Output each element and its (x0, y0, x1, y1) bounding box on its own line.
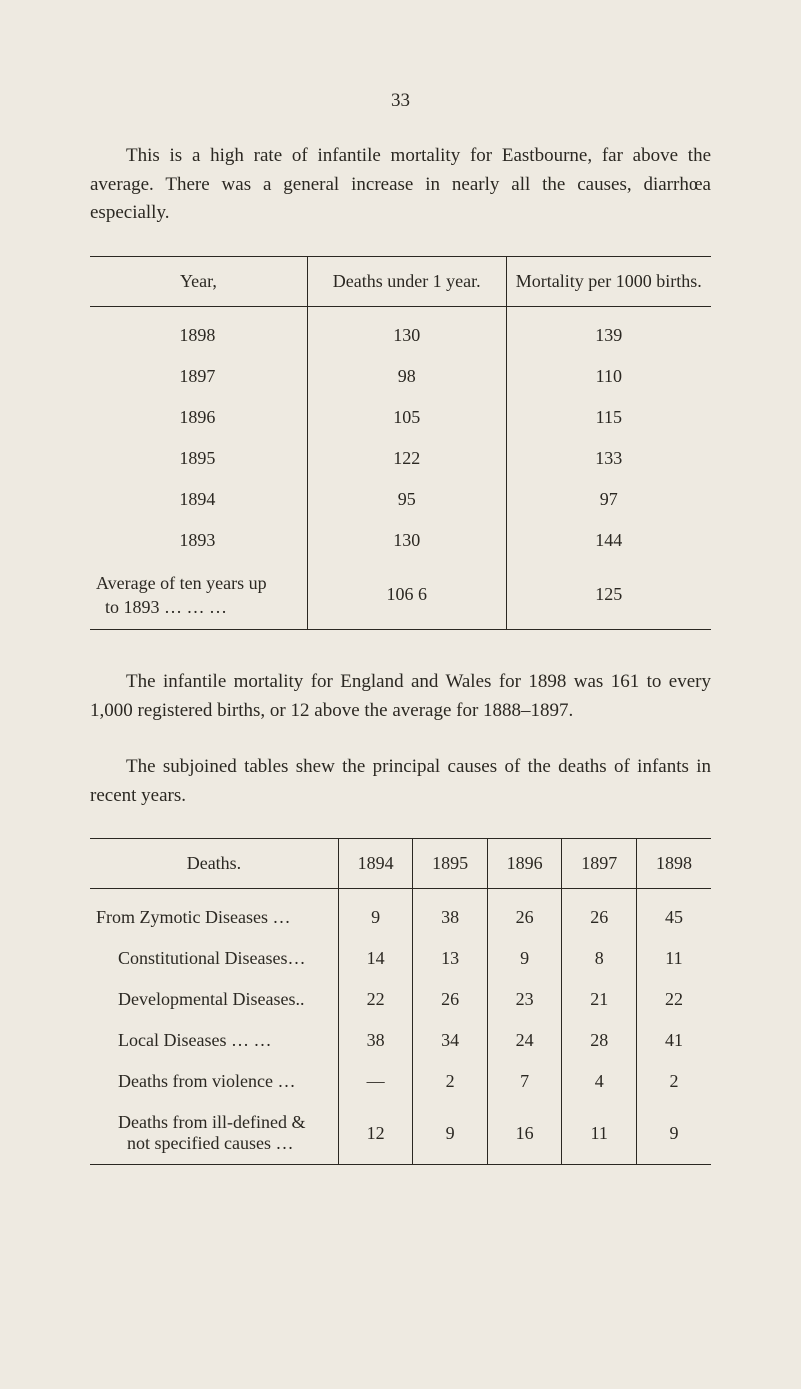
cell-value: 12 (338, 1102, 413, 1165)
table-row: 18949597 (90, 479, 711, 520)
cell-deaths: 130 (307, 520, 506, 561)
cell-value: 41 (636, 1020, 711, 1061)
table-row: Local Diseases … …3834242841 (90, 1020, 711, 1061)
cell-year: 1897 (90, 356, 307, 397)
cell-deaths: 130 (307, 306, 506, 356)
cell-value: 9 (413, 1102, 488, 1165)
cell-value: 21 (562, 979, 637, 1020)
cell-year: 1893 (90, 520, 307, 561)
cell-value: 16 (487, 1102, 562, 1165)
t1-h-year: Year, (90, 256, 307, 306)
cell-deaths: 95 (307, 479, 506, 520)
cell-year: 1896 (90, 397, 307, 438)
t2-header-1: 1894 (338, 839, 413, 889)
cell-mortality: 144 (506, 520, 711, 561)
table-row: 1896105115 (90, 397, 711, 438)
cell-value: 14 (338, 938, 413, 979)
t2-header-4: 1897 (562, 839, 637, 889)
table-row: 1898130139 (90, 306, 711, 356)
cell-cause: Deaths from ill-defined & not specified … (90, 1102, 338, 1165)
cell-year: 1895 (90, 438, 307, 479)
cell-mortality: 115 (506, 397, 711, 438)
table-row: Deaths from violence …—2742 (90, 1061, 711, 1102)
page-number: 33 (90, 90, 711, 112)
cell-value: 38 (413, 889, 488, 939)
paragraph-1-text: This is a high rate of infantile mortali… (90, 145, 711, 223)
paragraph-3-text: The subjoined tables shew the principal … (90, 756, 711, 806)
cell-mortality: 133 (506, 438, 711, 479)
cell-value: 2 (413, 1061, 488, 1102)
cell-value: 22 (338, 979, 413, 1020)
cell-value: 26 (413, 979, 488, 1020)
page: 33 This is a high rate of infantile mort… (0, 0, 801, 1293)
cell-cause: Deaths from violence … (90, 1061, 338, 1102)
t1-h-mortality: Mortality per 1000 births. (506, 256, 711, 306)
cell-value: 24 (487, 1020, 562, 1061)
cell-value: — (338, 1061, 413, 1102)
cell-cause: Constitutional Diseases… (90, 938, 338, 979)
cell-deaths: 105 (307, 397, 506, 438)
t2-header-0: Deaths. (90, 839, 338, 889)
cell-cause: Local Diseases … … (90, 1020, 338, 1061)
cell-value: 2 (636, 1061, 711, 1102)
cell-value: 22 (636, 979, 711, 1020)
cell-value: 45 (636, 889, 711, 939)
t2-header-5: 1898 (636, 839, 711, 889)
cell-mortality: 139 (506, 306, 711, 356)
causes-table: Deaths.18941895189618971898 From Zymotic… (90, 838, 711, 1165)
cell-cause: From Zymotic Diseases … (90, 889, 338, 939)
paragraph-3: The subjoined tables shew the principal … (90, 753, 711, 810)
cell-value: 26 (562, 889, 637, 939)
cell-mortality: 97 (506, 479, 711, 520)
t2-header-2: 1895 (413, 839, 488, 889)
cell-mortality: 110 (506, 356, 711, 397)
cell-year: 1898 (90, 306, 307, 356)
table-row: Constitutional Diseases…14139811 (90, 938, 711, 979)
table-row: 189798110 (90, 356, 711, 397)
cell-deaths: 122 (307, 438, 506, 479)
cell-value: 13 (413, 938, 488, 979)
cell-value: 34 (413, 1020, 488, 1061)
table-row: Developmental Diseases..2226232122 (90, 979, 711, 1020)
t2-header-3: 1896 (487, 839, 562, 889)
paragraph-2-text: The infantile mortality for England and … (90, 671, 711, 721)
cell-value: 26 (487, 889, 562, 939)
t1-h-deaths: Deaths under 1 year. (307, 256, 506, 306)
cell-avg-label: Average of ten years up to 1893 … … … (90, 561, 307, 630)
cell-avg-deaths: 106 6 (307, 561, 506, 630)
paragraph-2: The infantile mortality for England and … (90, 668, 711, 725)
cell-value: 11 (562, 1102, 637, 1165)
cell-value: 28 (562, 1020, 637, 1061)
table-row: Deaths from ill-defined & not specified … (90, 1102, 711, 1165)
cell-deaths: 98 (307, 356, 506, 397)
cell-value: 38 (338, 1020, 413, 1061)
cell-value: 11 (636, 938, 711, 979)
mortality-table: Year, Deaths under 1 year. Mortality per… (90, 256, 711, 631)
table-row-average: Average of ten years up to 1893 … … …106… (90, 561, 711, 630)
paragraph-1: This is a high rate of infantile mortali… (90, 142, 711, 228)
table-row: 1895122133 (90, 438, 711, 479)
cell-value: 4 (562, 1061, 637, 1102)
cell-value: 9 (636, 1102, 711, 1165)
cell-year: 1894 (90, 479, 307, 520)
cell-value: 9 (338, 889, 413, 939)
cell-value: 8 (562, 938, 637, 979)
table-row: From Zymotic Diseases …938262645 (90, 889, 711, 939)
cell-value: 23 (487, 979, 562, 1020)
cell-cause: Developmental Diseases.. (90, 979, 338, 1020)
cell-value: 9 (487, 938, 562, 979)
cell-avg-mortality: 125 (506, 561, 711, 630)
table-row: 1893130144 (90, 520, 711, 561)
cell-value: 7 (487, 1061, 562, 1102)
